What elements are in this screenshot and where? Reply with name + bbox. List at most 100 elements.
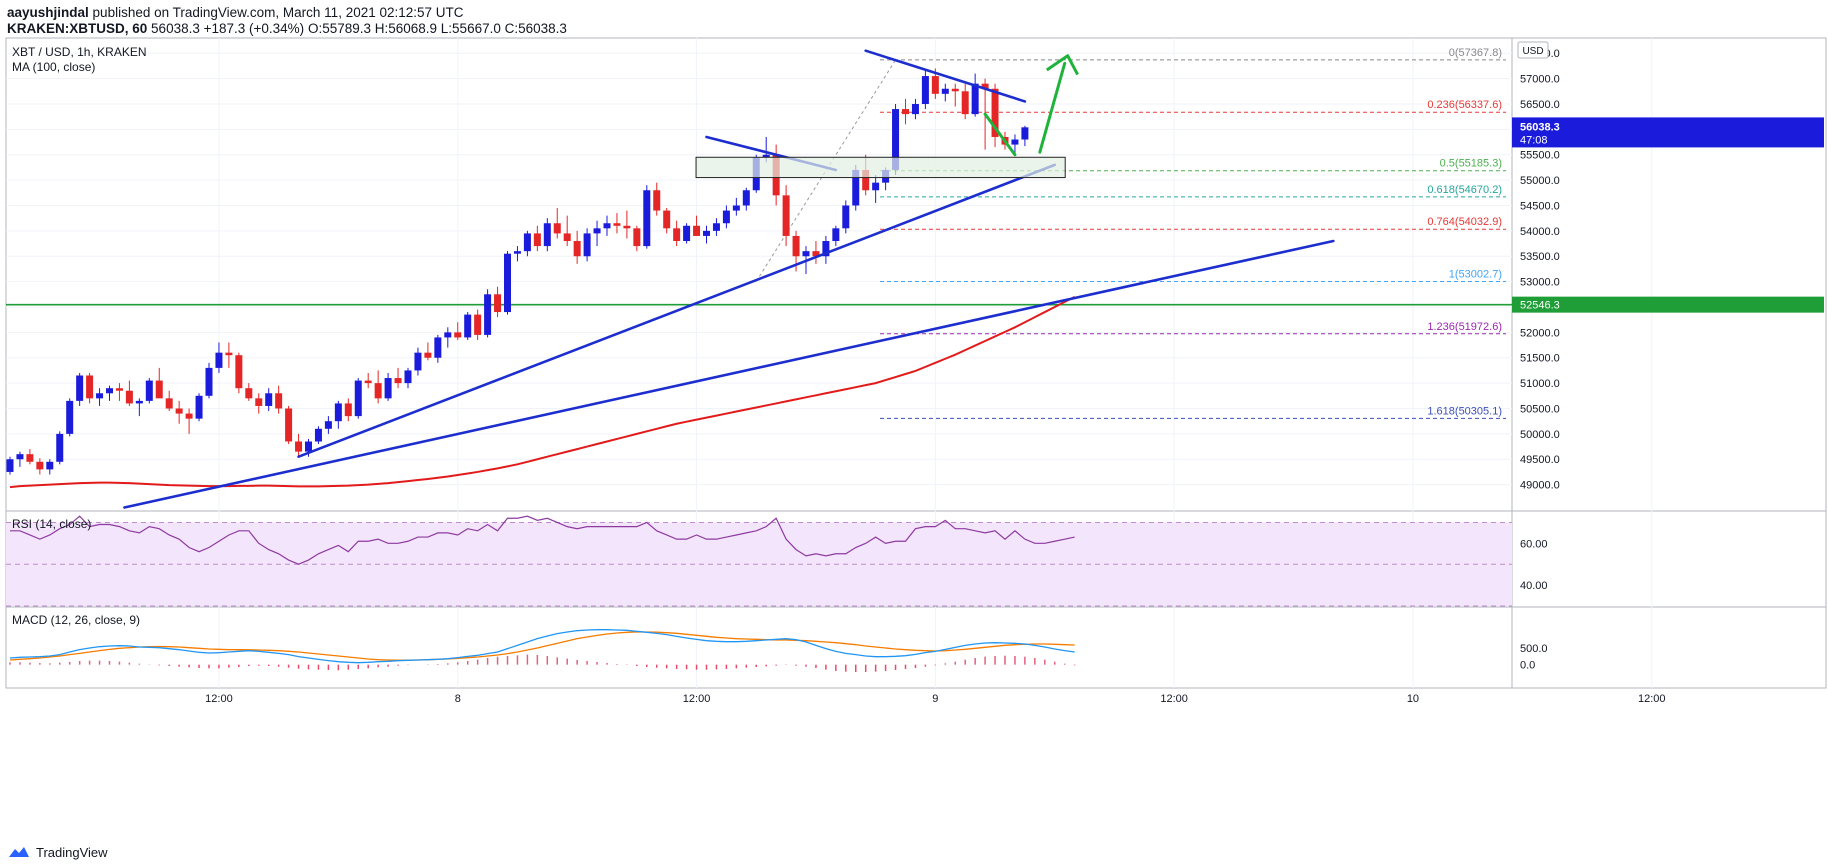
ohlc-values: O:55789.3 H:56068.9 L:55667.0 C:56038.3 [307,21,567,36]
candle-body [1021,127,1029,140]
candle-body [971,83,979,115]
candle-body [344,403,352,417]
candle-body [842,205,850,229]
fib-anchor-line [755,59,896,282]
footer-brand[interactable]: TradingView [8,842,108,862]
candle-body [36,461,44,470]
candle-body [384,378,392,399]
candle-body [643,190,651,247]
candle-body [145,380,153,401]
candle-body [563,233,571,242]
fib-level-label: 1.618(50305.1) [1427,405,1502,417]
price-tick-label: 51500.0 [1520,353,1560,365]
candle-body [275,393,283,409]
trend-drawings [123,49,1335,509]
candle-body [96,393,104,399]
rsi-line [10,515,1075,565]
macd-tick-label: 500.0 [1520,643,1548,655]
time-tick-label: 12:00 [1638,693,1666,705]
time-tick-label: 12:00 [683,693,711,705]
candle-body [414,352,422,371]
candle-body [215,352,223,368]
author-name[interactable]: aayushjindal [7,5,89,20]
time-tick-label: 10 [1407,693,1419,705]
candle-body [941,88,949,94]
price-tick-label: 54000.0 [1520,226,1560,238]
fib-level-label: 0(57367.8) [1449,47,1502,59]
candle-body [603,223,611,229]
candle-body [961,91,969,115]
candle-body [205,367,213,396]
candle-body [732,205,740,211]
candle-body [175,408,183,414]
candle-body [265,393,273,406]
currency-box [1517,41,1549,59]
candle-body [86,375,94,399]
candle-body [832,228,840,242]
price-tick-label: 54500.0 [1520,200,1560,212]
candle-body [444,332,452,338]
candle-body [513,251,521,254]
time-tick-label: 8 [455,693,461,705]
candle-body [235,355,243,389]
candle-body [792,235,800,257]
candle-body [951,88,959,92]
candle-body [1011,139,1019,145]
candle-body [653,190,661,211]
candle-body [285,408,293,442]
candle-body [354,380,362,417]
support-zone-box [695,156,1066,179]
fib-level-label: 0.236(56337.6) [1427,99,1502,111]
candle-body [981,83,989,89]
price-tick-label: 52000.0 [1520,327,1560,339]
footer-brand-label: TradingView [36,844,108,860]
candle-body [543,223,551,247]
macd-pane-title: MACD (12, 26, close, 9) [12,613,140,627]
candle-body [523,233,531,252]
trend-line-upper [297,163,1057,459]
candle-body [255,398,263,406]
macd-tick-label: 0.0 [1520,660,1535,672]
ma-line [9,295,1076,489]
candle-body [782,195,790,236]
candle-body [911,103,919,115]
price-tick-label: 50000.0 [1520,429,1560,441]
candle-body [305,441,312,452]
candle-body [324,421,332,429]
price-tick-label: 53500.0 [1520,251,1560,263]
candle-body [663,210,671,229]
price-tick-label: 49000.0 [1520,480,1560,492]
candle-body [454,332,462,338]
candle-body [862,169,870,191]
time-tick-label: 12:00 [205,693,233,705]
price-tick-label: 53000.0 [1520,277,1560,289]
candle-body [583,233,591,257]
candle-body [931,76,939,94]
candle-body [892,109,900,170]
candle-body [991,88,999,137]
currency-label: USD [1522,46,1543,57]
candle-body [683,225,691,242]
green-arrow-down [983,112,1017,157]
tradingview-logo-icon [9,847,29,857]
candle-body [673,228,681,242]
candle-body [812,251,820,257]
candle-body [553,223,561,234]
candle-body [165,398,173,409]
candle-body [16,454,24,460]
price-change: 56038.3 +187.3 (+0.34%) [151,21,305,36]
trend-line-lower [123,239,1335,509]
candle-body [314,428,322,442]
rsi-pane-title: RSI (14, close) [12,517,91,531]
price-axis: 49000.0 49500.0 50000.0 50500.0 51000.0 51500… [1512,41,1824,672]
chart-border [5,37,1827,689]
last-price-value: 56038.3 [1520,121,1560,133]
candle-body [404,370,412,384]
candle-body [802,251,810,257]
green-arrow-head [1045,54,1079,76]
symbol-line: KRAKEN:XBTUSD, 60 56038.3 +187.3 (+0.34%… [7,21,567,36]
candle-body [46,461,54,470]
candle-body [633,228,641,247]
candle-body [703,230,710,236]
